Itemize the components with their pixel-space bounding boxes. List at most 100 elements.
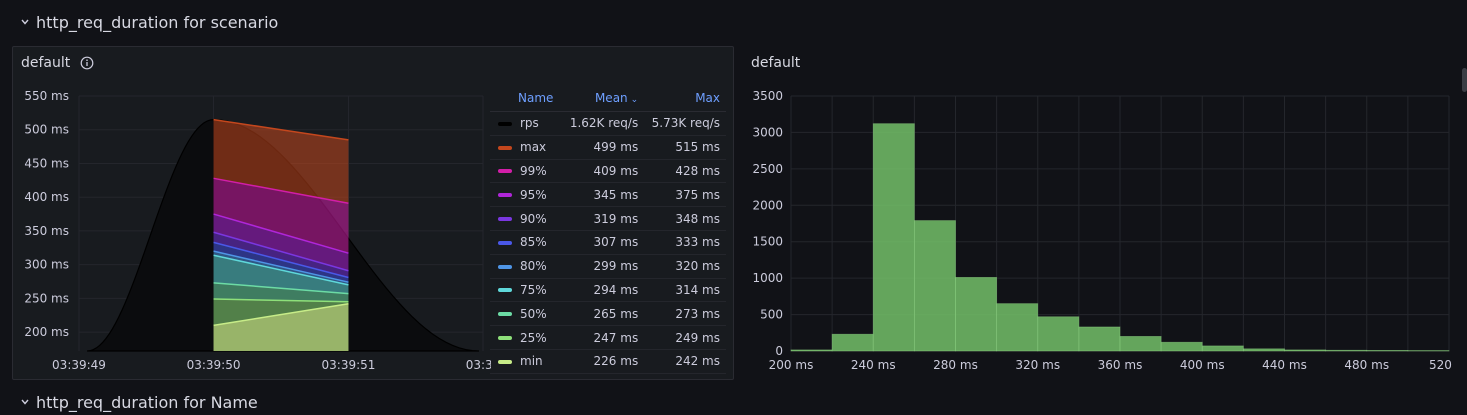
legend-row[interactable]: max 499 ms 515 ms	[490, 135, 726, 160]
series-band-95%	[213, 214, 349, 271]
series-line-max	[213, 118, 349, 141]
x-tick-label: 200 ms	[769, 358, 814, 372]
legend-max-value: 333 ms	[644, 230, 726, 255]
series-band-min	[213, 303, 349, 351]
series-line-95%	[213, 213, 349, 254]
legend-series-name: 99%	[490, 159, 563, 184]
legend-row[interactable]: 99% 409 ms 428 ms	[490, 159, 726, 184]
legend-max-value: 320 ms	[644, 254, 726, 279]
legend-series-label: 95%	[520, 187, 547, 202]
legend-swatch	[498, 193, 512, 198]
legend-mean-value: 294 ms	[562, 278, 645, 303]
y-tick-label: 1500	[752, 235, 783, 249]
legend-series-label: 90%	[520, 211, 547, 226]
panel-header: default	[751, 55, 800, 71]
legend-row[interactable]: rps 1.62K req/s 5.73K req/s	[490, 111, 726, 136]
histogram-bar	[1160, 341, 1203, 352]
y-tick-label: 500	[760, 308, 783, 322]
y-tick-label: 450 ms	[24, 156, 69, 170]
legend-max-value: 249 ms	[644, 325, 726, 350]
histogram-bar	[1242, 348, 1285, 352]
histogram-panel[interactable]: default 3500 3000 2500 2000 1500 1000 500 0 200 …	[742, 46, 1455, 381]
legend-series-name: 85%	[490, 230, 563, 255]
histogram-bar	[872, 123, 915, 352]
x-tick-label: 03:39:49	[52, 358, 106, 372]
legend-swatch	[498, 121, 512, 126]
legend-series-label: 85%	[520, 235, 547, 250]
y-tick-label: 300 ms	[24, 258, 69, 272]
legend-series-label: min	[520, 354, 543, 369]
legend-mean-value: 226 ms	[562, 349, 645, 374]
legend-series-name: rps	[490, 111, 563, 136]
series-band-90%	[213, 232, 349, 278]
timeseries-chart[interactable]: 550 ms 500 ms 450 ms 400 ms 350 ms 300 ms 250 …	[13, 47, 491, 381]
legend-series-name: 80%	[490, 254, 563, 279]
series-band-99%	[213, 178, 349, 254]
series-band-50%	[213, 282, 349, 302]
row-toggle-scenario[interactable]: http_req_duration for scenario	[20, 10, 278, 34]
timeseries-panel[interactable]: default 550 ms 500 ms 450 ms 400 ms 350 ms 30…	[12, 46, 734, 380]
legend-series-label: 99%	[520, 163, 547, 178]
x-tick-label: 240 ms	[851, 358, 896, 372]
row-title: http_req_duration for scenario	[36, 12, 279, 32]
legend-swatch	[498, 312, 512, 317]
legend-row[interactable]: 25% 247 ms 249 ms	[490, 325, 726, 350]
legend-series-name: 95%	[490, 182, 563, 208]
row-title: http_req_duration for Name	[36, 392, 258, 412]
page-scrollbar[interactable]	[1462, 68, 1467, 92]
legend-header-max[interactable]: Max	[644, 85, 726, 112]
legend-mean-value: 299 ms	[562, 254, 645, 279]
legend-row[interactable]: min 226 ms 242 ms	[490, 349, 726, 374]
series-line-25%	[213, 298, 349, 303]
legend-row[interactable]: 90% 319 ms 348 ms	[490, 206, 726, 231]
series-line-75%	[213, 254, 349, 286]
histogram-bar	[913, 220, 956, 352]
legend-row[interactable]: 85% 307 ms 333 ms	[490, 230, 726, 255]
legend-max-value: 314 ms	[644, 278, 726, 303]
histogram-bar	[790, 349, 833, 352]
legend-row[interactable]: 50% 265 ms 273 ms	[490, 301, 726, 327]
x-tick-label: 400 ms	[1180, 358, 1225, 372]
chevron-down-icon	[21, 19, 29, 25]
legend-max-value: 515 ms	[644, 135, 726, 160]
series-band-max	[213, 119, 349, 204]
legend-swatch	[498, 336, 512, 341]
legend-mean-value: 319 ms	[562, 206, 645, 231]
series-line-50%	[213, 282, 349, 295]
legend-swatch	[498, 264, 512, 269]
series-band-85%	[213, 242, 349, 283]
legend-header-mean[interactable]: Mean ⌄	[562, 85, 645, 112]
series-band-min-base	[213, 303, 349, 351]
legend-row[interactable]: 80% 299 ms 320 ms	[490, 254, 726, 279]
legend-series-label: 50%	[520, 306, 547, 321]
legend-header-mean-label: Mean	[594, 91, 628, 105]
y-tick-label: 1000	[752, 271, 783, 285]
histogram-bar	[1284, 349, 1327, 352]
series-band-75%	[213, 255, 349, 294]
chevron-down-icon: ⌄	[630, 95, 639, 105]
legend-header-name[interactable]: Name	[490, 85, 563, 112]
legend-swatch	[498, 288, 512, 293]
panel-title: default	[21, 55, 71, 71]
series-line-99%	[213, 177, 349, 204]
row-toggle-name[interactable]: http_req_duration for Name	[20, 390, 258, 414]
histogram-bar	[996, 303, 1039, 352]
legend-mean-value: 409 ms	[562, 159, 645, 184]
legend-swatch	[498, 240, 512, 245]
legend-series-name: 50%	[490, 301, 563, 327]
legend-max-value: 348 ms	[644, 206, 726, 231]
x-tick-label: 480 ms	[1344, 358, 1389, 372]
legend-row[interactable]: 95% 345 ms 375 ms	[490, 182, 726, 208]
legend-max-value: 5.73K req/s	[644, 111, 726, 136]
legend-row[interactable]: 75% 294 ms 314 ms	[490, 278, 726, 303]
series-line-85%	[213, 241, 349, 279]
chevron-down-icon	[21, 399, 29, 405]
legend-series-name: max	[490, 135, 563, 160]
legend-table: Name Mean ⌄ Max rps 1.62K req/s 5.73K req/s…	[490, 85, 726, 374]
y-tick-label: 550 ms	[24, 89, 69, 103]
info-circle-icon[interactable]	[80, 56, 94, 70]
legend-mean-value: 247 ms	[562, 325, 645, 350]
y-tick-label: 3000	[752, 125, 783, 139]
legend-mean-value: 307 ms	[562, 230, 645, 255]
